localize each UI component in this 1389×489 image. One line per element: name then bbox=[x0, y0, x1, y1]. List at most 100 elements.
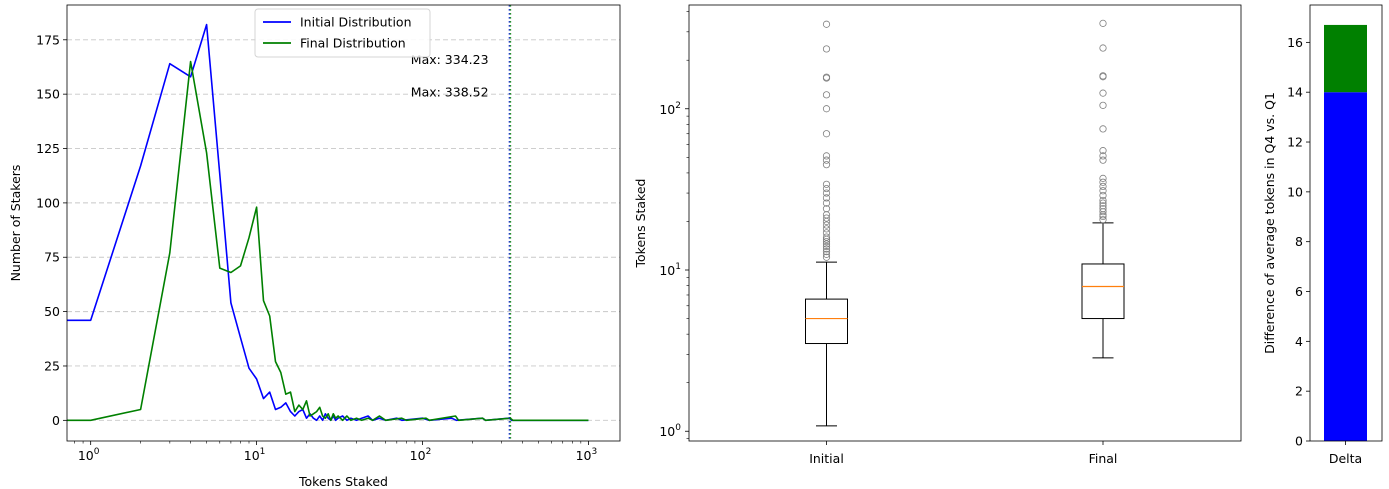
outlier-point bbox=[822, 73, 831, 81]
y-tick-label: 125 bbox=[36, 141, 60, 156]
y-tick-label: 4 bbox=[1295, 334, 1303, 349]
outlier-point bbox=[822, 221, 831, 229]
box-iqr bbox=[805, 298, 848, 345]
y-tick-label: 150 bbox=[36, 87, 60, 102]
x-tick-label: 101 bbox=[244, 447, 266, 463]
y-tick-label-base: 10 bbox=[659, 102, 675, 117]
x-tick-label-exponent: 0 bbox=[94, 447, 100, 457]
x-tick-label: 100 bbox=[78, 447, 100, 463]
y-tick-label: 0 bbox=[52, 413, 60, 428]
outlier-point bbox=[822, 189, 831, 197]
outlier-point bbox=[1099, 187, 1107, 195]
outlier-point bbox=[822, 214, 831, 222]
outlier-point bbox=[1099, 147, 1107, 155]
outlier-point bbox=[822, 245, 831, 253]
axes-frame bbox=[688, 4, 1242, 442]
x-axis-label: Tokens Staked bbox=[298, 474, 388, 489]
bar-segment bbox=[1324, 24, 1367, 93]
outlier-point bbox=[822, 238, 831, 246]
outlier-point bbox=[1099, 156, 1107, 164]
axes-frame bbox=[1309, 4, 1383, 442]
outlier-point bbox=[1099, 72, 1107, 80]
outlier-point bbox=[1099, 44, 1107, 52]
x-tick-label-exponent: 1 bbox=[260, 447, 266, 457]
outlier-point bbox=[1099, 196, 1107, 205]
series-line-final bbox=[67, 60, 589, 422]
y-tick-label: 25 bbox=[44, 358, 60, 373]
x-tick-label: Initial bbox=[809, 451, 844, 466]
y-tick-label-base: 10 bbox=[659, 424, 675, 439]
legend-label: Initial Distribution bbox=[300, 15, 412, 30]
outlier-point bbox=[822, 225, 831, 233]
y-tick-label: 175 bbox=[36, 32, 60, 47]
outlier-point bbox=[822, 199, 831, 207]
outlier-point bbox=[1099, 199, 1107, 207]
y-tick-label: 16 bbox=[1287, 35, 1303, 50]
y-tick-label: 75 bbox=[44, 250, 60, 265]
y-axis-label: Difference of average tokens in Q4 vs. Q… bbox=[1262, 92, 1277, 354]
x-tick-label-base: 10 bbox=[410, 448, 426, 463]
outlier-point bbox=[822, 242, 831, 251]
outlier-point bbox=[1099, 125, 1107, 133]
x-tick-label-base: 10 bbox=[78, 448, 94, 463]
outlier-point bbox=[822, 229, 831, 237]
y-tick-label: 100 bbox=[659, 423, 681, 439]
y-tick-label-exponent: 0 bbox=[675, 423, 681, 433]
outlier-point bbox=[822, 156, 831, 164]
outlier-point bbox=[1099, 101, 1107, 109]
bar-segment bbox=[1324, 92, 1367, 441]
y-tick-label: 6 bbox=[1295, 284, 1303, 299]
outlier-point bbox=[1099, 174, 1107, 182]
outlier-point bbox=[1099, 178, 1107, 186]
x-tick-label-exponent: 3 bbox=[592, 447, 598, 457]
outlier-point bbox=[822, 250, 831, 258]
y-tick-label: 10 bbox=[1287, 184, 1303, 199]
outlier-point bbox=[1099, 216, 1107, 224]
x-tick-label: 102 bbox=[410, 447, 432, 463]
outlier-point bbox=[822, 130, 831, 138]
legend-label: Final Distribution bbox=[300, 36, 406, 51]
outlier-point bbox=[1099, 202, 1107, 210]
outlier-point bbox=[822, 180, 831, 188]
outlier-point bbox=[1099, 89, 1107, 97]
outlier-point bbox=[822, 248, 831, 256]
outlier-point bbox=[822, 184, 831, 193]
max-annotation: Max: 338.52 bbox=[411, 84, 489, 99]
y-tick-label: 101 bbox=[659, 262, 681, 278]
y-tick-label: 100 bbox=[36, 195, 60, 210]
axes-frame bbox=[66, 4, 621, 442]
y-tick-label: 0 bbox=[1295, 434, 1303, 449]
outlier-point bbox=[1099, 19, 1107, 27]
legend-box bbox=[254, 8, 431, 58]
outlier-point bbox=[822, 152, 831, 160]
outlier-point bbox=[1099, 205, 1107, 213]
y-tick-label-exponent: 2 bbox=[675, 101, 681, 111]
y-tick-label: 8 bbox=[1295, 234, 1303, 249]
y-tick-label-base: 10 bbox=[659, 263, 675, 278]
x-tick-label: Final bbox=[1089, 451, 1118, 466]
y-tick-label: 2 bbox=[1295, 384, 1303, 399]
outlier-point bbox=[1099, 152, 1107, 160]
x-tick-label: Delta bbox=[1329, 451, 1362, 466]
x-tick-label-base: 10 bbox=[576, 448, 592, 463]
outlier-point bbox=[1099, 208, 1107, 216]
outlier-point bbox=[822, 233, 831, 241]
outlier-point bbox=[822, 253, 831, 261]
y-tick-label-exponent: 1 bbox=[675, 262, 681, 272]
outlier-point bbox=[1099, 191, 1107, 200]
outlier-point bbox=[822, 20, 831, 28]
x-tick-label-base: 10 bbox=[244, 448, 260, 463]
y-tick-label: 50 bbox=[44, 304, 60, 319]
x-tick-label: 103 bbox=[576, 447, 598, 463]
y-axis-label: Number of Stakers bbox=[8, 165, 23, 282]
outlier-point bbox=[822, 45, 831, 53]
outlier-point bbox=[822, 91, 831, 99]
box-iqr bbox=[1081, 263, 1125, 320]
y-axis-label: Tokens Staked bbox=[633, 179, 648, 269]
y-tick-label: 102 bbox=[659, 101, 681, 117]
outlier-point bbox=[822, 105, 831, 113]
x-tick-label-exponent: 2 bbox=[426, 447, 432, 457]
outlier-point bbox=[822, 161, 831, 169]
outlier-point bbox=[822, 240, 831, 248]
